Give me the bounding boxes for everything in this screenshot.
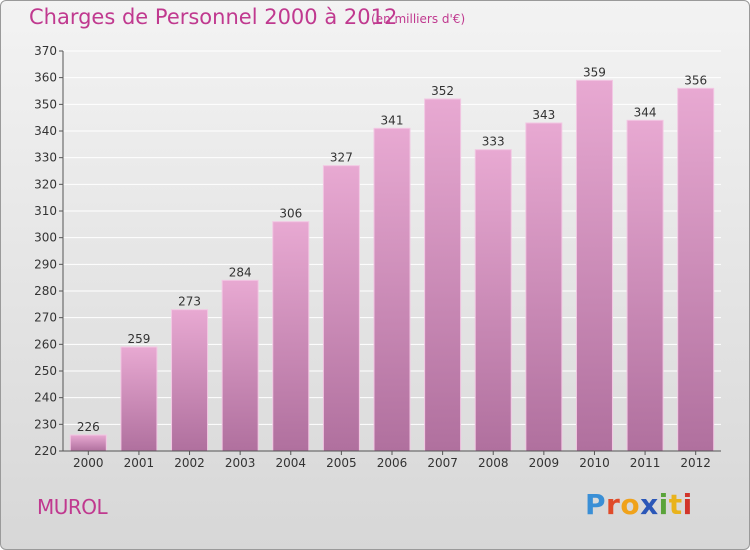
y-tick-label: 310 [34,204,57,218]
bar [575,79,613,452]
bar [221,279,259,452]
bar [120,346,158,452]
logo-letter: i [658,488,669,521]
x-tick-label: 2009 [529,456,560,470]
y-tick-label: 220 [34,444,57,458]
data-label: 284 [229,265,252,279]
logo-letter: t [668,488,683,521]
bar [525,122,563,452]
y-axis: 220 230 240 250 260 270 280 290 300 310 320 330 340 3… [34,44,64,458]
logo-letter: r [606,488,621,521]
data-labels: 226 259 273 284 306 327 341 352 333 343 359 344 356 [77,65,707,434]
y-tick-label: 320 [34,177,57,191]
data-label: 333 [482,135,505,149]
y-tick-label: 280 [34,284,57,298]
commune-name: MUROL [37,495,108,519]
x-tick-label: 2004 [275,456,306,470]
y-tick-label: 250 [34,364,57,378]
y-tick-label: 290 [34,257,57,271]
x-tick-label: 2002 [174,456,205,470]
x-tick-label: 2000 [73,456,104,470]
chart-subtitle: (en milliers d'€) [371,12,466,26]
y-tick-label: 330 [34,151,57,165]
data-label: 359 [583,65,606,79]
data-label: 259 [127,332,150,346]
x-tick-label: 2011 [630,456,661,470]
bar [677,87,715,452]
logo-letter: i [682,488,693,521]
bar [373,127,411,452]
y-tick-label: 270 [34,311,57,325]
x-tick-label: 2010 [579,456,610,470]
logo-letter: P [585,488,607,521]
data-label: 343 [532,108,555,122]
bar [272,221,310,452]
logo-letter: o [620,488,641,521]
y-tick-label: 240 [34,391,57,405]
proxiti-logo[interactable]: Proxiti [585,488,693,521]
x-tick-label: 2005 [326,456,357,470]
x-tick-label: 2006 [377,456,408,470]
y-tick-label: 340 [34,124,57,138]
data-label: 341 [381,113,404,127]
chart-title: Charges de Personnel 2000 à 2012 [29,5,398,29]
bar [171,309,209,452]
data-label: 352 [431,84,454,98]
data-label: 327 [330,151,353,165]
bar [626,119,664,452]
y-tick-label: 260 [34,337,57,351]
data-label: 306 [279,207,302,221]
x-tick-label: 2003 [225,456,256,470]
bar [474,149,512,452]
y-tick-label: 300 [34,231,57,245]
data-label: 344 [634,105,657,119]
bar [322,165,360,452]
y-tick-label: 350 [34,97,57,111]
x-axis: 2000 2001 2002 2003 2004 2005 2006 2007 2008 2009… [63,450,721,470]
x-tick-label: 2012 [680,456,711,470]
bars [69,79,715,452]
y-tick-label: 230 [34,417,57,431]
y-tick-label: 370 [34,44,57,58]
logo-letter: x [640,488,659,521]
data-label: 356 [684,73,707,87]
x-tick-label: 2007 [427,456,458,470]
x-tick-label: 2008 [478,456,509,470]
x-tick-label: 2001 [124,456,155,470]
data-label: 226 [77,420,100,434]
y-tick-label: 360 [34,71,57,85]
bar [424,98,462,452]
bar [69,434,107,452]
data-label: 273 [178,295,201,309]
